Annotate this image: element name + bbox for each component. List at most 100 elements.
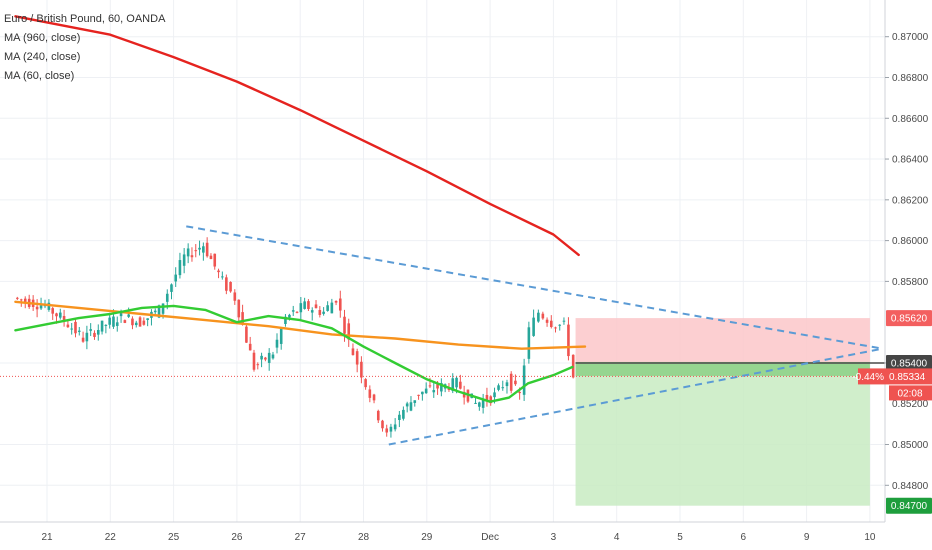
candle-body [368,389,372,398]
candle-body [165,293,169,302]
ma-60-line[interactable] [14,304,574,403]
indicator-ma-960[interactable]: MA (960, close) [4,32,81,44]
time-tick-label: 5 [677,532,683,543]
candle-body [549,320,553,328]
candle-body [93,332,96,337]
candle-body [119,311,123,317]
candle-body [338,298,342,311]
candle-body [481,399,485,408]
candle-body [35,306,39,310]
candle-body [505,382,509,387]
candle-body [47,302,51,310]
candle-body [252,352,256,370]
candle-body [209,255,213,260]
candle-body [451,378,455,392]
candle-body [202,246,205,253]
candle-body [70,328,73,330]
candle-body [409,402,413,411]
candle-body [343,316,346,334]
candle-body [134,322,138,326]
candle-body [16,297,19,299]
indicator-ma-60[interactable]: MA (60, close) [4,70,75,82]
candle-body [493,392,496,398]
candle-body [398,414,401,420]
candle-body [19,299,23,301]
take-profit-zone[interactable] [575,362,870,506]
candle-body [347,323,351,340]
time-tick-label: 28 [358,532,370,543]
time-tick-label: 25 [168,532,180,543]
candle-body [225,277,228,291]
candle-body [190,255,194,258]
candles [16,237,575,438]
candle-body [522,365,526,395]
candle-body [284,316,287,325]
candle-body [462,391,466,398]
time-tick-label: 21 [41,532,53,543]
candle-body [424,388,428,394]
trendline-upper[interactable] [186,225,883,350]
price-tick-label: 0.86400 [892,155,929,166]
candle-body [89,329,92,331]
time-tick-label: 29 [421,532,433,543]
price-tick-label: 0.84800 [892,481,929,492]
candle-body [562,320,566,322]
candle-body [459,381,462,389]
candle-body [23,298,27,302]
candle-body [303,301,306,309]
candle-body [440,382,443,392]
candle-body [478,402,481,407]
candle-body [326,305,329,311]
symbol-title[interactable]: Euro / British Pound, 60, OANDA [4,13,166,25]
candle-body [77,330,81,332]
current-price-badge[interactable] [858,368,932,385]
candle-body [288,314,291,318]
stop-loss-zone[interactable] [575,318,870,363]
candle-body [376,410,380,421]
candle-body [385,428,389,433]
candle-body [518,392,521,394]
candle-body [194,250,198,252]
entry-price-badge-text: 0.85400 [891,358,928,369]
candle-body [389,426,393,432]
candle-body [567,324,570,357]
candle-body [62,316,66,322]
candle-body [497,385,500,390]
candle-body [364,379,367,388]
entry-price-badge[interactable] [886,354,932,371]
candle-body [178,260,182,276]
candle-body [417,394,420,396]
price-tick-label: 0.85200 [892,399,929,410]
candle-body [279,328,283,344]
price-tick-label: 0.87000 [892,32,929,43]
price-change-text: -0.44% [852,372,884,383]
candle-body [157,305,161,318]
candle-body [248,343,252,351]
stop-price-badge[interactable] [886,310,932,327]
candle-body [115,322,119,326]
candle-body [174,274,178,282]
candle-body [256,364,260,366]
ma-240-line[interactable] [14,300,587,350]
candle-body [514,380,517,385]
ma-960-line[interactable] [14,15,580,257]
time-tick-label: 26 [231,532,243,543]
candle-body [402,409,405,419]
entry-band [575,361,870,376]
candle-body [104,324,108,326]
candle-body [474,402,477,404]
candle-body [509,373,513,391]
candle-body [299,303,303,313]
candle-body [554,327,557,329]
candle-body [233,292,237,301]
candle-body [322,311,325,314]
time-tick-label: 6 [741,532,747,543]
indicator-ma-240[interactable]: MA (240, close) [4,51,81,63]
candle-body [51,308,54,314]
candle-body [310,310,314,313]
candle-body [455,377,458,388]
candle-body [436,384,439,389]
target-price-badge[interactable] [886,497,932,514]
